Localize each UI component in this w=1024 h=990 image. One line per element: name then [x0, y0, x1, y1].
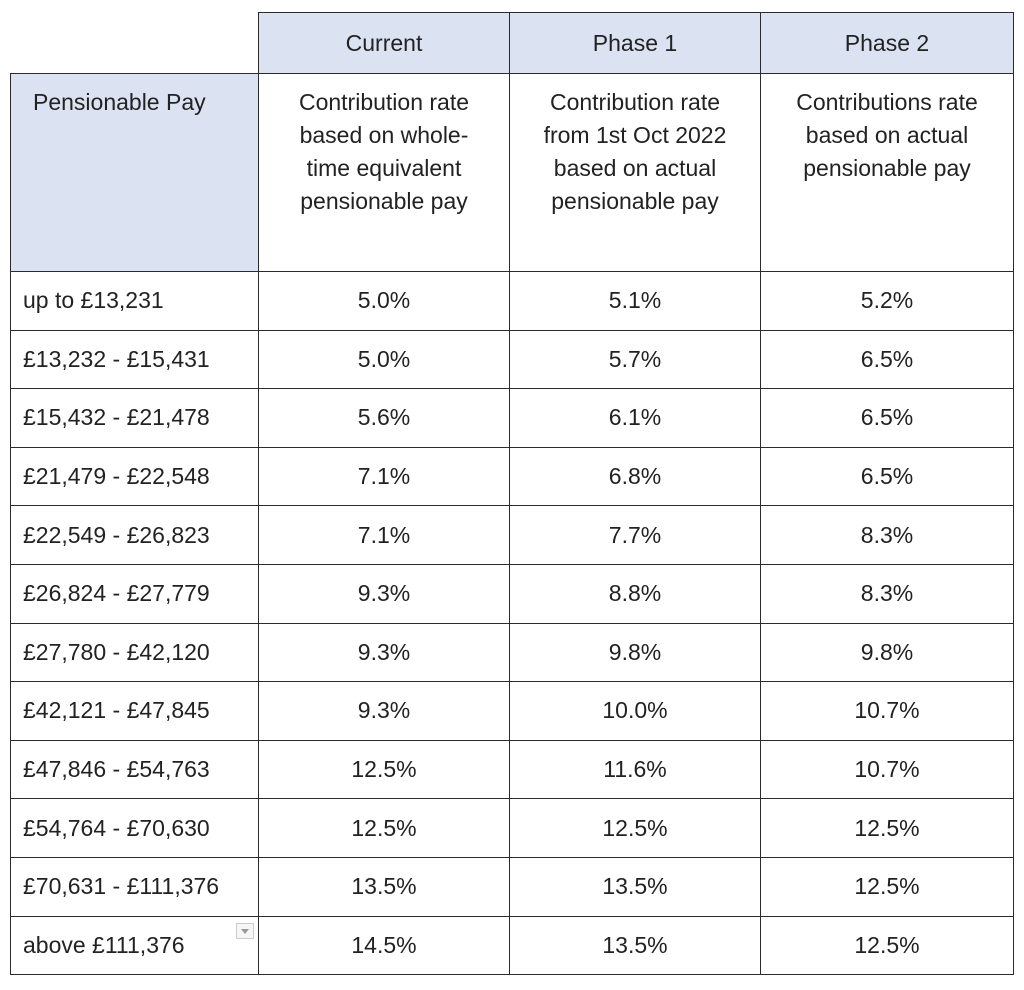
rate-cell: 5.1% [509, 271, 761, 331]
column-description: Contributions rate based on actual pensi… [760, 73, 1014, 272]
column-description: Contribution rate based on whole-time eq… [258, 73, 510, 272]
rate-cell: 10.7% [760, 739, 1014, 800]
rate-cell: 10.0% [509, 681, 761, 741]
rate-cell: 6.5% [760, 388, 1014, 448]
rate-cell: 5.2% [760, 271, 1014, 331]
rate-cell: 10.7% [760, 681, 1014, 741]
pay-band: £27,780 - £42,120 [10, 622, 259, 683]
contribution-table: Current Phase 1 Phase 2 Pensionable Pay … [10, 12, 1014, 976]
rate-cell: 7.1% [258, 505, 510, 565]
rate-cell: 9.3% [258, 563, 510, 624]
rate-cell: 12.5% [760, 856, 1014, 917]
rate-cell: 12.5% [258, 739, 510, 800]
rate-cell: 5.0% [258, 329, 510, 390]
rate-cell: 9.3% [258, 681, 510, 741]
rate-cell: 12.5% [509, 798, 761, 858]
table-row: up to £13,231 5.0% 5.1% 5.2% [10, 271, 1014, 331]
rate-cell: 7.1% [258, 446, 510, 507]
pay-band: £22,549 - £26,823 [10, 505, 259, 565]
rate-cell: 14.5% [258, 915, 510, 976]
rate-cell: 5.0% [258, 271, 510, 331]
pay-band: £70,631 - £111,376 [10, 856, 259, 917]
table-row: £47,846 - £54,763 12.5% 11.6% 10.7% [10, 739, 1014, 800]
rate-cell: 13.5% [509, 915, 761, 976]
pay-band: £42,121 - £47,845 [10, 681, 259, 741]
pay-band: £54,764 - £70,630 [10, 798, 259, 858]
table-row: £42,121 - £47,845 9.3% 10.0% 10.7% [10, 681, 1014, 741]
column-header: Current [258, 12, 510, 74]
rate-cell: 12.5% [760, 798, 1014, 858]
rate-cell: 12.5% [258, 798, 510, 858]
pay-band: above £111,376 [10, 915, 259, 976]
rate-cell: 6.5% [760, 446, 1014, 507]
row-header: Pensionable Pay [10, 73, 259, 272]
table-row: £15,432 - £21,478 5.6% 6.1% 6.5% [10, 388, 1014, 448]
pay-band: £47,846 - £54,763 [10, 739, 259, 800]
rate-cell: 6.8% [509, 446, 761, 507]
rate-cell: 6.5% [760, 329, 1014, 390]
rate-cell: 13.5% [258, 856, 510, 917]
column-header: Phase 2 [760, 12, 1014, 74]
dropdown-icon[interactable] [236, 922, 254, 939]
table-row: £13,232 - £15,431 5.0% 5.7% 6.5% [10, 329, 1014, 390]
rate-cell: 8.3% [760, 563, 1014, 624]
rate-cell: 13.5% [509, 856, 761, 917]
pay-band: £21,479 - £22,548 [10, 446, 259, 507]
rate-cell: 8.8% [509, 563, 761, 624]
rate-cell: 11.6% [509, 739, 761, 800]
rate-cell: 5.6% [258, 388, 510, 448]
table-row: £26,824 - £27,779 9.3% 8.8% 8.3% [10, 563, 1014, 624]
rate-cell: 9.8% [509, 622, 761, 683]
rate-cell: 5.7% [509, 329, 761, 390]
rate-cell: 9.3% [258, 622, 510, 683]
pay-band: up to £13,231 [10, 271, 259, 331]
table-row: £21,479 - £22,548 7.1% 6.8% 6.5% [10, 446, 1014, 507]
rate-cell: 9.8% [760, 622, 1014, 683]
table-row: £22,549 - £26,823 7.1% 7.7% 8.3% [10, 505, 1014, 565]
rate-cell: 7.7% [509, 505, 761, 565]
pay-band: £13,232 - £15,431 [10, 329, 259, 390]
empty-cell [10, 12, 259, 74]
pay-band: £15,432 - £21,478 [10, 388, 259, 448]
rate-cell: 12.5% [760, 915, 1014, 976]
rate-cell: 8.3% [760, 505, 1014, 565]
column-description: Contribution rate from 1st Oct 2022 base… [509, 73, 761, 272]
table-row: £70,631 - £111,376 13.5% 13.5% 12.5% [10, 856, 1014, 917]
pay-band: £26,824 - £27,779 [10, 563, 259, 624]
rate-cell: 6.1% [509, 388, 761, 448]
table-row: £54,764 - £70,630 12.5% 12.5% 12.5% [10, 798, 1014, 858]
table-row: above £111,376 14.5% 13.5% 12.5% [10, 915, 1014, 976]
table-row: £27,780 - £42,120 9.3% 9.8% 9.8% [10, 622, 1014, 683]
column-header: Phase 1 [509, 12, 761, 74]
